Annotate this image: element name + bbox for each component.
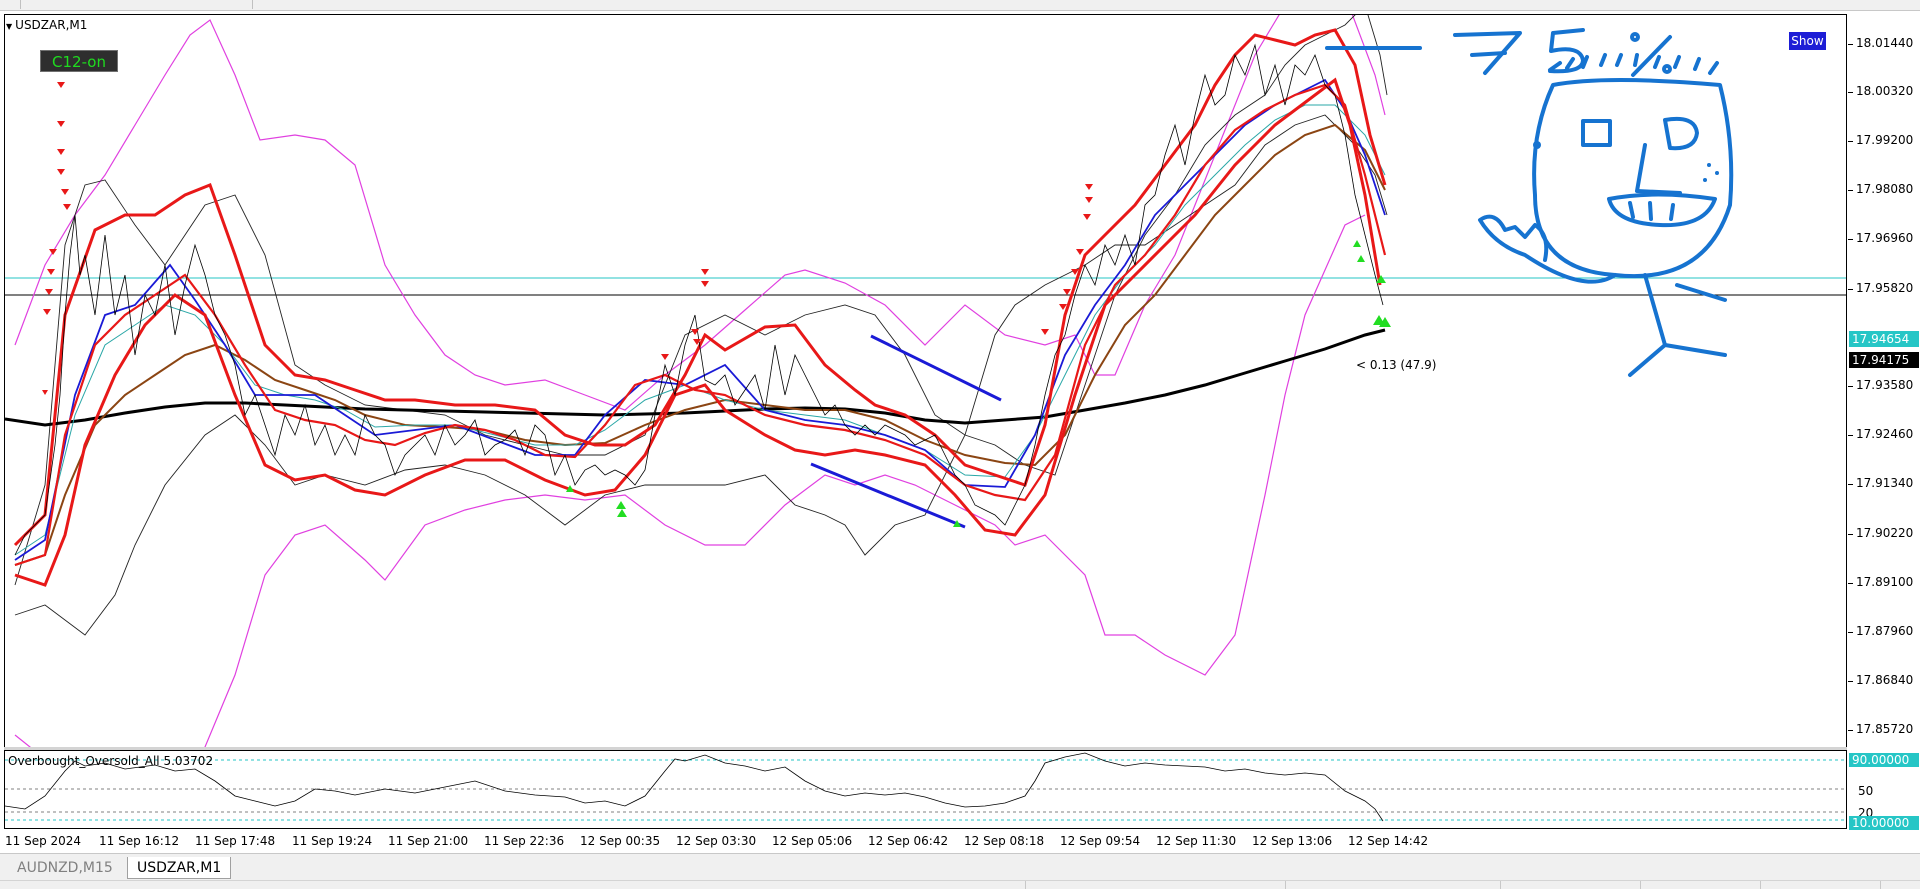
status-divider xyxy=(1285,881,1287,889)
ma-teal xyxy=(14,104,1386,556)
time-tick: 11 Sep 2024 xyxy=(5,834,82,848)
time-tick: 11 Sep 17:48 xyxy=(195,834,276,848)
show-button[interactable]: Show xyxy=(1789,32,1826,50)
indicator-chart[interactable] xyxy=(4,750,1847,829)
top-toolbar-strip xyxy=(0,0,1920,11)
status-divider xyxy=(1640,881,1642,889)
toolbar-segment[interactable] xyxy=(0,0,21,9)
time-tick: 12 Sep 05:06 xyxy=(772,834,853,848)
bb-lower-black xyxy=(14,114,1388,636)
chart-symbol-label[interactable]: ▼ USDZAR,M1 xyxy=(6,18,87,32)
status-divider xyxy=(1880,881,1882,889)
c12-toggle-button[interactable]: C12-on xyxy=(40,50,118,72)
chart-tab-bar: AUDNZD,M15 USDZAR,M1 xyxy=(0,853,1920,881)
time-tick: 11 Sep 22:36 xyxy=(484,834,565,848)
tab-audnzd[interactable]: AUDNZD,M15 xyxy=(17,860,113,876)
indicator-title: Overbought_Oversold_All 5.03702 xyxy=(8,754,214,768)
tab-usdzar[interactable]: USDZAR,M1 xyxy=(127,857,232,879)
indicator-level-low-box: 10.00000 xyxy=(1849,816,1919,830)
indicator-svg xyxy=(5,752,1846,822)
main-price-chart[interactable] xyxy=(4,14,1847,748)
ma-black-long xyxy=(5,328,1386,427)
toolbar-segment[interactable] xyxy=(20,0,253,9)
time-tick: 11 Sep 16:12 xyxy=(99,834,180,848)
price-chart-svg xyxy=(5,15,1846,747)
symbol-text: USDZAR,M1 xyxy=(15,18,88,32)
time-tick: 12 Sep 13:06 xyxy=(1252,834,1333,848)
time-tick: 12 Sep 03:30 xyxy=(676,834,757,848)
price-axis[interactable]: 18.01440 18.00320 17.99200 17.98080 17.9… xyxy=(1848,14,1920,829)
time-axis[interactable]: 11 Sep 2024 11 Sep 16:12 11 Sep 17:48 11… xyxy=(0,830,1920,852)
price-annotation: < 0.13 (47.9) xyxy=(1356,358,1437,372)
outer-band-lower xyxy=(14,214,1366,747)
dropdown-triangle-icon: ▼ xyxy=(6,22,13,31)
bb-upper-black xyxy=(14,15,1388,586)
drawing-dots xyxy=(1533,141,1719,182)
hand-drawing xyxy=(1325,28,1734,377)
time-tick: 12 Sep 09:54 xyxy=(1060,834,1141,848)
red-down-arrows xyxy=(42,59,1093,395)
ma-brown xyxy=(14,123,1386,566)
oscillator-line xyxy=(5,752,1384,822)
indicator-level-mid: 50 xyxy=(1858,784,1874,798)
trendline-upper xyxy=(870,334,1002,402)
time-tick: 12 Sep 11:30 xyxy=(1156,834,1237,848)
red-band-inner xyxy=(14,83,1387,567)
red-band-upper xyxy=(13,28,1387,547)
time-tick: 12 Sep 14:42 xyxy=(1348,834,1429,848)
time-tick: 12 Sep 06:42 xyxy=(868,834,949,848)
indicator-level-high-box: 90.00000 xyxy=(1849,753,1919,767)
time-tick: 11 Sep 21:00 xyxy=(388,834,469,848)
status-bar xyxy=(0,880,1920,889)
green-up-arrows xyxy=(566,240,1391,527)
time-tick: 12 Sep 08:18 xyxy=(964,834,1045,848)
time-tick: 11 Sep 19:24 xyxy=(292,834,373,848)
price-path xyxy=(14,43,1384,556)
pane-separator[interactable] xyxy=(4,747,1847,750)
trendline-lower xyxy=(810,462,966,529)
status-divider xyxy=(1025,881,1027,889)
time-tick: 12 Sep 00:35 xyxy=(580,834,661,848)
current-price-teal-box: 17.94654 xyxy=(1849,331,1919,347)
current-price-black-box: 17.94175 xyxy=(1849,352,1919,368)
red-band-lower xyxy=(14,77,1382,587)
ma-blue xyxy=(14,78,1386,561)
status-divider xyxy=(1500,881,1502,889)
status-divider xyxy=(1760,881,1762,889)
